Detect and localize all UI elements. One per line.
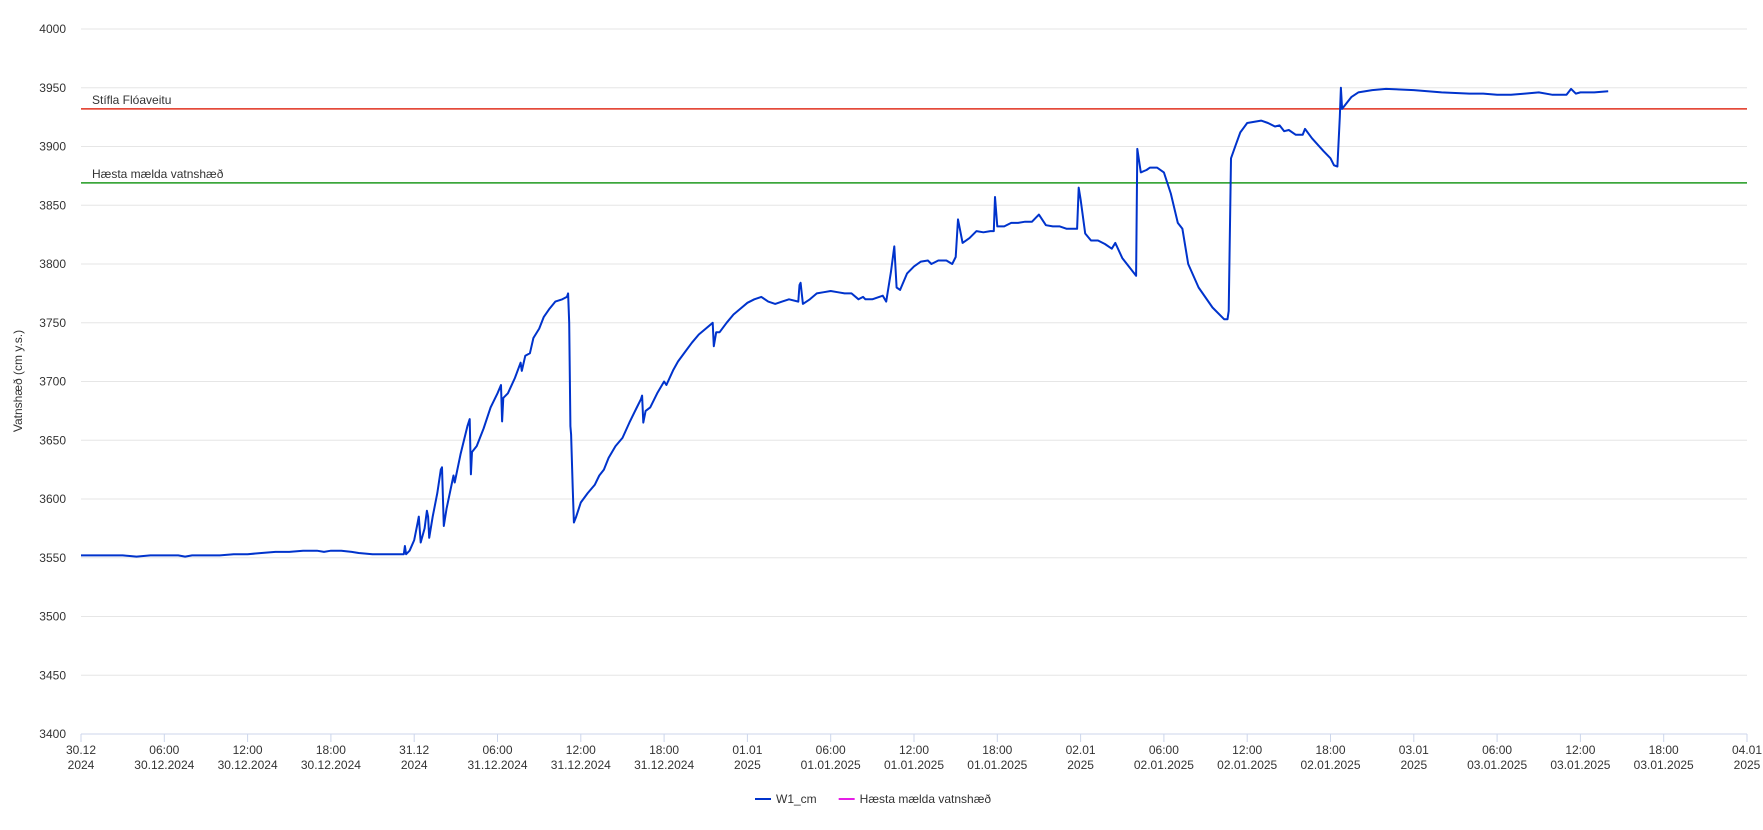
x-tick-label: 03.01 2025	[1399, 743, 1429, 772]
x-tick-label: 12:00 02.01.2025	[1217, 743, 1277, 772]
y-tick-label: 3950	[39, 81, 66, 95]
x-tick-label: 12:00 30.12.2024	[218, 743, 278, 772]
x-tick-label: 06:00 03.01.2025	[1467, 743, 1527, 772]
legend-label: W1_cm	[776, 792, 817, 806]
y-tick-label: 4000	[39, 22, 66, 36]
reference-line-label: Stífla Flóaveitu	[92, 93, 171, 107]
y-axis-title: Vatnshæð (cm y.s.)	[11, 330, 25, 432]
x-tick-label: 30.12 2024	[66, 743, 96, 772]
legend-item-1[interactable]: Hæsta mælda vatnshæð	[838, 792, 992, 806]
y-axis: 4000 3950 3900 3850 3800 3750 3700 3650 3600 3550…	[39, 22, 66, 741]
x-tick-label: 18:00 01.01.2025	[967, 743, 1027, 772]
y-tick-label: 3650	[39, 433, 66, 447]
x-tick-label: 18:00 02.01.2025	[1300, 743, 1360, 772]
x-tick-label: 18:00 03.01.2025	[1634, 743, 1694, 772]
legend-item-0[interactable]: W1_cm	[755, 792, 817, 806]
y-tick-label: 3700	[39, 375, 66, 389]
reference-lines: Stífla Flóaveitu Hæsta mælda vatnshæð	[81, 93, 1747, 184]
x-tick-label: 18:00 31.12.2024	[634, 743, 694, 772]
x-tick-label: 06:00 30.12.2024	[134, 743, 194, 772]
x-tick-label: 12:00 03.01.2025	[1550, 743, 1610, 772]
grid-lines	[81, 28, 1747, 735]
y-tick-label: 3400	[39, 727, 66, 741]
y-tick-label: 3750	[39, 316, 66, 330]
x-tick-label: 18:00 30.12.2024	[301, 743, 361, 772]
series-layer	[81, 86, 1609, 558]
y-tick-label: 3800	[39, 257, 66, 271]
y-tick-label: 3850	[39, 198, 66, 212]
legend-label: Hæsta mælda vatnshæð	[860, 792, 992, 806]
y-tick-label: 3500	[39, 610, 66, 624]
x-tick-label: 12:00 31.12.2024	[551, 743, 611, 772]
y-tick-label: 3600	[39, 492, 66, 506]
reference-line-label: Hæsta mælda vatnshæð	[92, 167, 224, 181]
x-axis: 30.12 2024 06:00 30.12.2024 12:00 30.12.2024 1…	[66, 733, 1762, 772]
x-tick-label: 06:00 31.12.2024	[467, 743, 527, 772]
x-tick-label: 01.01 2025	[732, 743, 762, 772]
y-tick-label: 3450	[39, 668, 66, 682]
x-tick-label: 12:00 01.01.2025	[884, 743, 944, 772]
x-tick-label: 04.01 2025	[1732, 743, 1762, 772]
x-tick-label: 31.12 2024	[399, 743, 429, 772]
y-tick-label: 3900	[39, 140, 66, 154]
x-tick-label: 06:00 02.01.2025	[1134, 743, 1194, 772]
legend: W1_cm Hæsta mælda vatnshæð	[755, 792, 991, 806]
y-tick-label: 3550	[39, 551, 66, 565]
x-tick-label: 02.01 2025	[1066, 743, 1096, 772]
x-tick-label: 06:00 01.01.2025	[801, 743, 861, 772]
series-line-W1_cm	[81, 86, 1609, 558]
